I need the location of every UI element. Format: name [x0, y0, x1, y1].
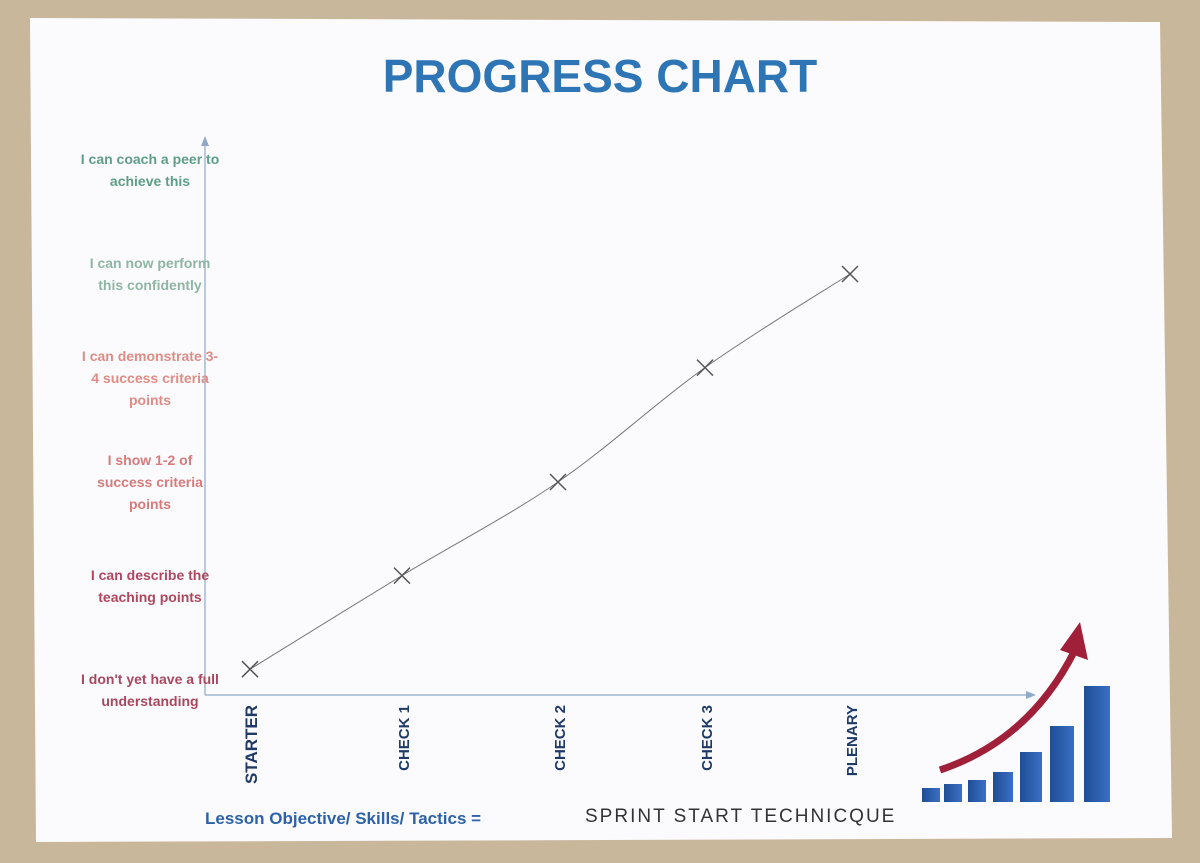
cross-marker — [549, 473, 567, 491]
paper — [30, 18, 1172, 842]
x-tick-label: STARTER — [242, 705, 261, 784]
y-arrow — [201, 136, 209, 146]
x-tick-label: CHECK 1 — [396, 705, 413, 771]
x-tick-label: CHECK 3 — [699, 705, 716, 771]
y-tick-label: I can coach a peer to achieve this — [80, 151, 220, 189]
cross-marker — [393, 567, 411, 585]
decor-bars — [922, 622, 1110, 802]
cross-marker — [841, 265, 859, 283]
y-tick-label: I can now perform this confidently — [89, 255, 211, 293]
footer-label: Lesson Objective/ Skills/ Tactics = — [205, 809, 481, 828]
y-tick-label: I can describe the teaching points — [90, 567, 210, 605]
footer-value: SPRINT START TECHNICQUE — [585, 806, 896, 827]
x-tick-label: CHECK 2 — [552, 705, 569, 771]
x-tick-label: PLENARY — [844, 705, 861, 776]
y-tick-label: I show 1-2 of success criteria points — [97, 452, 203, 512]
cross-marker — [696, 359, 714, 377]
x-arrow — [1026, 691, 1036, 699]
chart-title: PROGRESS CHART — [383, 50, 817, 102]
cross-marker — [241, 660, 259, 678]
y-tick-label: I can demonstrate 3-4 success criteria p… — [81, 348, 219, 408]
y-tick-label: I don't yet have a full understanding — [81, 671, 219, 709]
